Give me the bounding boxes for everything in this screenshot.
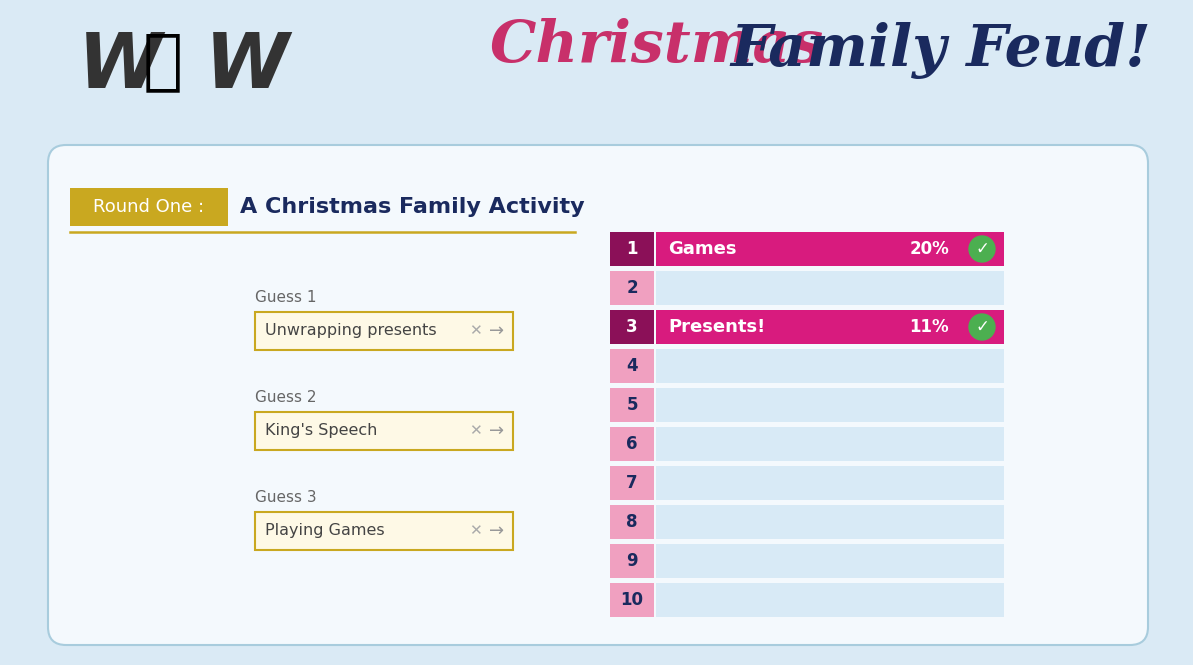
Text: Round One :: Round One : <box>93 198 204 216</box>
Bar <box>610 505 654 539</box>
Bar <box>656 232 1005 266</box>
Text: 11%: 11% <box>909 318 948 336</box>
Bar <box>610 388 654 422</box>
Bar <box>656 349 1005 383</box>
Bar <box>656 544 1005 578</box>
Bar <box>255 412 513 450</box>
Circle shape <box>969 314 995 340</box>
Text: →: → <box>489 322 505 340</box>
Bar <box>656 271 1005 305</box>
Text: →: → <box>489 522 505 540</box>
Text: 9: 9 <box>626 552 638 570</box>
Bar <box>610 310 654 344</box>
Text: Guess 1: Guess 1 <box>255 290 316 305</box>
Bar <box>70 188 228 226</box>
Text: ✕: ✕ <box>469 323 481 338</box>
Text: Guess 2: Guess 2 <box>255 390 316 405</box>
Bar <box>656 466 1005 500</box>
Text: 8: 8 <box>626 513 638 531</box>
Bar <box>656 388 1005 422</box>
Bar <box>255 512 513 550</box>
Bar <box>610 583 654 617</box>
Bar <box>610 466 654 500</box>
Text: W: W <box>205 30 289 104</box>
Bar <box>610 544 654 578</box>
Text: ✓: ✓ <box>975 318 989 336</box>
Text: 🤯: 🤯 <box>143 28 183 94</box>
FancyBboxPatch shape <box>48 145 1148 645</box>
Bar <box>610 232 654 266</box>
Bar <box>656 583 1005 617</box>
Text: Guess 3: Guess 3 <box>255 490 316 505</box>
Text: Presents!: Presents! <box>668 318 765 336</box>
Text: 4: 4 <box>626 357 638 375</box>
Text: Christmas: Christmas <box>490 18 824 74</box>
Text: 2: 2 <box>626 279 638 297</box>
Text: W: W <box>78 30 162 104</box>
Bar <box>656 310 1005 344</box>
Text: A Christmas Family Activity: A Christmas Family Activity <box>240 197 585 217</box>
Text: ✕: ✕ <box>469 523 481 539</box>
Text: Family Feud!: Family Feud! <box>730 22 1151 79</box>
Text: 7: 7 <box>626 474 638 492</box>
Bar <box>656 427 1005 461</box>
Bar <box>255 312 513 350</box>
Text: 10: 10 <box>620 591 643 609</box>
Text: 3: 3 <box>626 318 638 336</box>
Text: Games: Games <box>668 240 736 258</box>
Text: 6: 6 <box>626 435 638 453</box>
Text: Playing Games: Playing Games <box>265 523 384 539</box>
Text: King's Speech: King's Speech <box>265 424 377 438</box>
Bar <box>610 349 654 383</box>
Text: 20%: 20% <box>909 240 948 258</box>
Bar <box>656 505 1005 539</box>
Bar <box>610 427 654 461</box>
Circle shape <box>969 236 995 262</box>
Text: 5: 5 <box>626 396 638 414</box>
Text: 1: 1 <box>626 240 638 258</box>
Text: ✕: ✕ <box>469 424 481 438</box>
Text: Unwrapping presents: Unwrapping presents <box>265 323 437 338</box>
Text: →: → <box>489 422 505 440</box>
Bar <box>610 271 654 305</box>
Text: ✓: ✓ <box>975 240 989 258</box>
